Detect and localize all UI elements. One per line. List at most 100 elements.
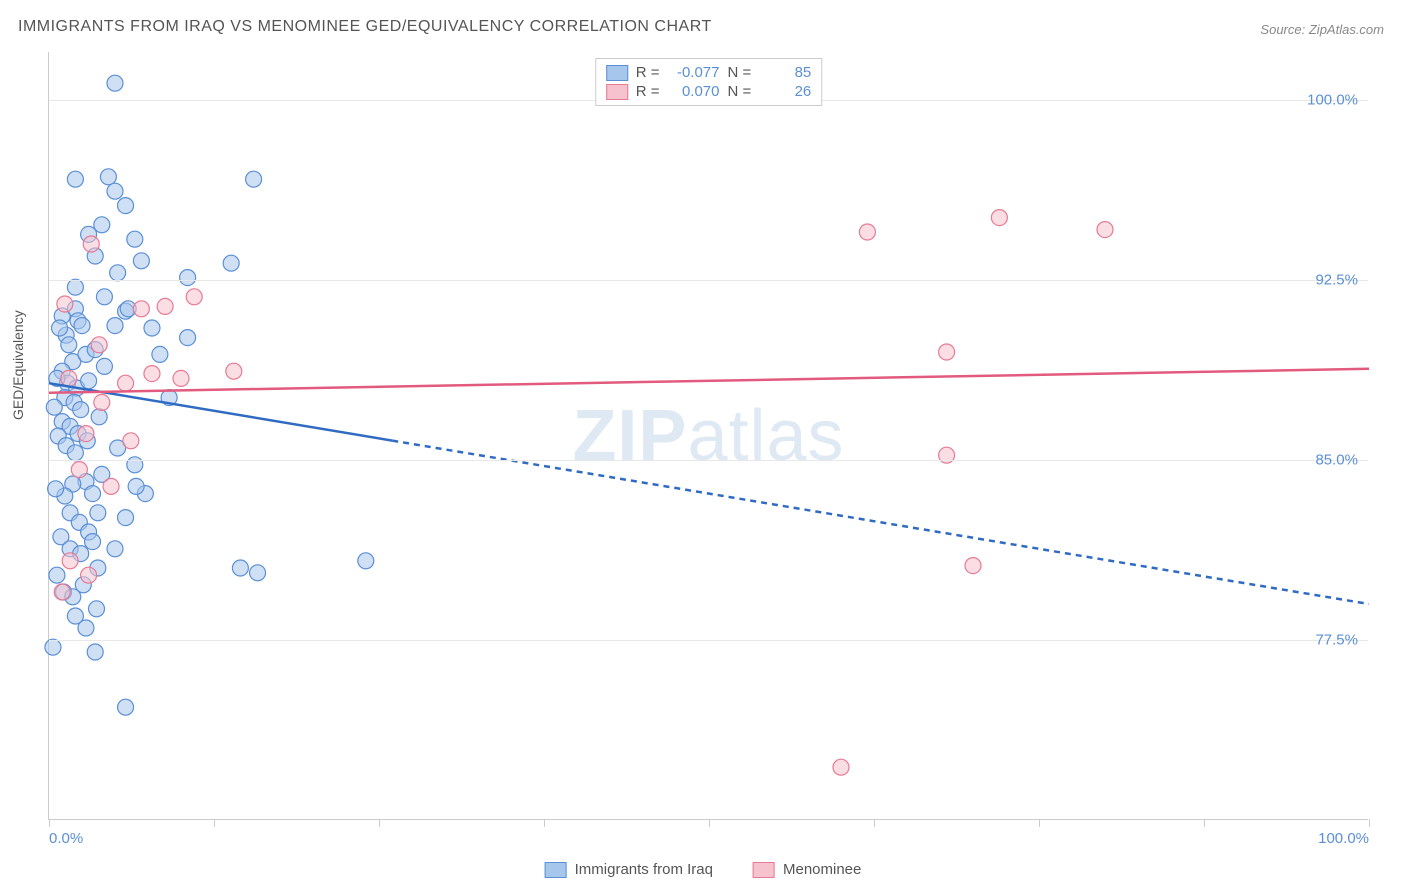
chart-svg	[49, 52, 1369, 820]
scatter-point	[157, 298, 173, 314]
legend-r-value-1: 0.070	[666, 83, 720, 100]
x-tick	[544, 819, 545, 827]
scatter-point	[62, 553, 78, 569]
legend-r-label: R =	[636, 64, 660, 81]
scatter-point	[67, 171, 83, 187]
scatter-point	[49, 567, 65, 583]
scatter-point	[85, 486, 101, 502]
grid-line-h	[49, 460, 1368, 461]
scatter-point	[91, 337, 107, 353]
scatter-point	[48, 481, 64, 497]
legend-stats-row-1: R = 0.070 N = 26	[606, 82, 812, 101]
grid-line-h	[49, 280, 1368, 281]
scatter-point	[45, 639, 61, 655]
scatter-point	[107, 183, 123, 199]
scatter-point	[246, 171, 262, 187]
scatter-point	[100, 169, 116, 185]
legend-n-label-1: N =	[728, 83, 752, 100]
scatter-point	[133, 301, 149, 317]
y-tick-label: 85.0%	[1315, 452, 1358, 469]
legend-r-value-0: -0.077	[666, 64, 720, 81]
scatter-point	[1097, 222, 1113, 238]
scatter-point	[173, 370, 189, 386]
scatter-point	[107, 541, 123, 557]
x-tick	[709, 819, 710, 827]
legend-bottom-swatch-menominee	[753, 862, 775, 878]
chart-container: IMMIGRANTS FROM IRAQ VS MENOMINEE GED/EQ…	[0, 0, 1406, 892]
x-tick	[379, 819, 380, 827]
scatter-point	[57, 296, 73, 312]
scatter-point	[78, 620, 94, 636]
scatter-point	[144, 320, 160, 336]
scatter-point	[118, 510, 134, 526]
legend-n-value-1: 26	[757, 83, 811, 100]
scatter-point	[71, 462, 87, 478]
legend-bottom: Immigrants from Iraq Menominee	[545, 861, 862, 878]
grid-line-h	[49, 640, 1368, 641]
scatter-point	[85, 534, 101, 550]
scatter-point	[110, 265, 126, 281]
scatter-point	[90, 505, 106, 521]
legend-stats: R = -0.077 N = 85 R = 0.070 N = 26	[595, 58, 823, 106]
source-attribution: Source: ZipAtlas.com	[1260, 22, 1384, 37]
scatter-point	[54, 584, 70, 600]
scatter-point	[94, 394, 110, 410]
scatter-point	[89, 601, 105, 617]
scatter-point	[52, 320, 68, 336]
scatter-point	[833, 759, 849, 775]
scatter-point	[991, 210, 1007, 226]
scatter-point	[118, 375, 134, 391]
scatter-point	[107, 318, 123, 334]
scatter-point	[859, 224, 875, 240]
legend-n-label: N =	[728, 64, 752, 81]
x-tick-label: 100.0%	[1318, 830, 1369, 847]
source-name: ZipAtlas.com	[1309, 22, 1384, 37]
scatter-point	[67, 445, 83, 461]
scatter-point	[78, 426, 94, 442]
scatter-point	[91, 409, 107, 425]
scatter-point	[226, 363, 242, 379]
scatter-point	[73, 402, 89, 418]
scatter-point	[74, 318, 90, 334]
legend-bottom-label-0: Immigrants from Iraq	[575, 861, 713, 878]
legend-bottom-item-1: Menominee	[753, 861, 861, 878]
scatter-point	[107, 75, 123, 91]
legend-bottom-item-0: Immigrants from Iraq	[545, 861, 713, 878]
source-label: Source:	[1260, 22, 1305, 37]
legend-n-value-0: 85	[757, 64, 811, 81]
scatter-point	[180, 270, 196, 286]
scatter-point	[965, 558, 981, 574]
scatter-point	[180, 330, 196, 346]
legend-bottom-label-1: Menominee	[783, 861, 861, 878]
scatter-point	[96, 289, 112, 305]
scatter-point	[133, 253, 149, 269]
scatter-point	[144, 366, 160, 382]
scatter-point	[61, 370, 77, 386]
scatter-point	[123, 433, 139, 449]
x-tick	[49, 819, 50, 827]
scatter-point	[61, 337, 77, 353]
x-tick-label: 0.0%	[49, 830, 83, 847]
chart-title: IMMIGRANTS FROM IRAQ VS MENOMINEE GED/EQ…	[18, 18, 712, 36]
x-tick	[214, 819, 215, 827]
scatter-point	[127, 231, 143, 247]
scatter-point	[81, 567, 97, 583]
scatter-point	[94, 217, 110, 233]
scatter-point	[186, 289, 202, 305]
scatter-point	[250, 565, 266, 581]
x-tick	[1039, 819, 1040, 827]
x-tick	[1204, 819, 1205, 827]
scatter-point	[81, 373, 97, 389]
regression-dashed	[392, 441, 1369, 604]
legend-bottom-swatch-iraq	[545, 862, 567, 878]
legend-stats-row-0: R = -0.077 N = 85	[606, 63, 812, 82]
scatter-point	[118, 198, 134, 214]
scatter-point	[232, 560, 248, 576]
scatter-point	[87, 644, 103, 660]
plot-area: ZIPatlas R = -0.077 N = 85 R = 0.070 N =…	[48, 52, 1368, 820]
legend-swatch-menominee	[606, 84, 628, 100]
scatter-point	[152, 346, 168, 362]
scatter-point	[103, 478, 119, 494]
scatter-point	[46, 399, 62, 415]
scatter-point	[118, 699, 134, 715]
